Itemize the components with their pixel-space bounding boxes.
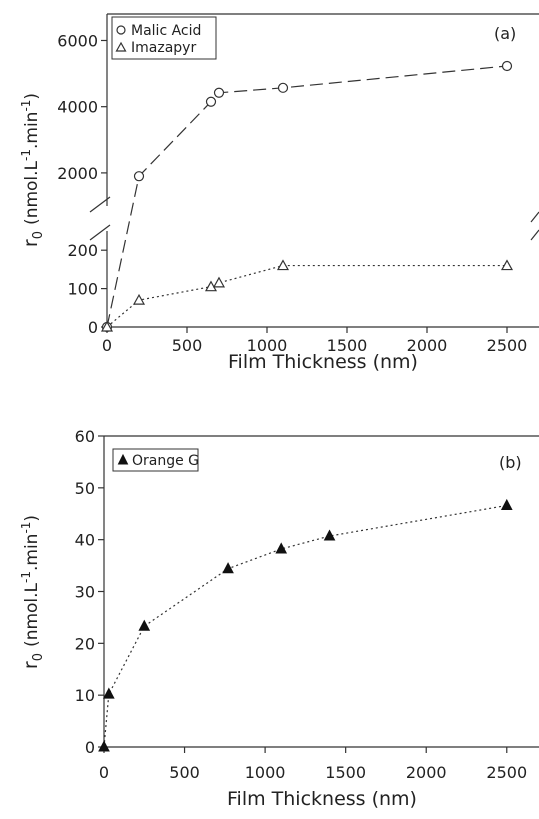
chart-b-y-tick-label-0: 0 (85, 738, 95, 757)
chart-a-point-1-3 (212, 276, 226, 288)
chart-a-x-tick-label-2: 1000 (247, 336, 288, 355)
chart-b-point-0-0 (98, 740, 110, 752)
chart-a-y-label-sub: 0 (31, 231, 46, 239)
chart-b-y-tick-label-6: 60 (75, 427, 95, 446)
chart-b-y-label-main: r (20, 661, 42, 669)
chart-a-y-ticks-lower: 0 100 200 (67, 241, 107, 337)
chart-b-point-0-6 (500, 498, 513, 510)
chart-a-y-tick-label-upper-0: 2000 (57, 164, 98, 183)
chart-b-legend-marker-orange-g (117, 453, 129, 465)
chart-a-x-axis-label: Film Thickness (nm) (228, 351, 418, 373)
chart-b-legend-box (112, 448, 199, 472)
chart-a-point-1-0 (100, 320, 114, 332)
chart-a-point-0-1 (133, 171, 145, 182)
chart-a-series (100, 60, 514, 333)
chart-b-y-ticks: 0 10 20 30 40 50 60 (75, 427, 104, 757)
chart-a-legend-label-imazapyr: Imazapyr (131, 40, 196, 56)
chart-a-y-axis-label: r0 (nmol.L-1.min-1) (19, 93, 46, 247)
chart-b-series-line-0 (103, 504, 507, 748)
chart-a-y-tick-label-upper-1: 4000 (57, 98, 98, 117)
chart-a-series-line-1 (106, 264, 507, 328)
chart-a-point-1-1 (132, 293, 146, 305)
chart-a-legend-label-malic: Malic Acid (131, 23, 201, 39)
chart-b-x-tick-label-0: 0 (99, 763, 109, 782)
chart-a-break-mark-left-2 (89, 224, 111, 241)
chart-a-y-tick-label-upper-2: 6000 (57, 31, 98, 50)
chart-b-point-0-2 (138, 619, 151, 631)
chart-b-point-0-4 (275, 542, 288, 554)
chart-b-y-label-unit: (nmol.L-1.min-1) (19, 515, 42, 647)
chart-b-y-tick-label-1: 10 (75, 686, 95, 705)
chart-a-y-ticks-upper: 2000 4000 6000 (57, 31, 107, 183)
chart-a-legend-marker-imazapyr (115, 41, 127, 52)
svg-text:r0 (nmol.L-1.min-1): r0 (nmol.L-1.min-1) (19, 515, 46, 669)
chart-a-point-0-5 (501, 60, 513, 72)
chart-a-point-0-2 (205, 96, 217, 107)
chart-a-y-tick-label-lower-1: 100 (67, 280, 98, 299)
chart-b-point-0-1 (103, 687, 115, 699)
chart-b-axes (103, 435, 539, 748)
chart-a-point-1-4 (276, 259, 290, 271)
chart-b-legend: Orange G (112, 448, 199, 472)
chart-a-point-1-5 (500, 259, 514, 271)
chart-a-point-0-3 (213, 87, 225, 98)
chart-a-x-tick-label-4: 2000 (407, 336, 448, 355)
chart-a-break-mark-right-2 (530, 229, 539, 241)
chart-a-y-label-main: r (20, 239, 42, 247)
chart-b-y-tick-label-5: 50 (75, 479, 95, 498)
chart-a-axes (89, 13, 539, 328)
chart-b-x-tick-label-2: 1000 (245, 763, 286, 782)
chart-b-series (98, 498, 513, 752)
chart-b-y-tick-label-4: 40 (75, 531, 95, 550)
chart-a-x-tick-label-3: 1500 (327, 336, 368, 355)
chart-a-point-0-4 (277, 82, 289, 93)
chart-b-point-0-3 (222, 562, 234, 574)
chart-a-legend: Malic Acid Imazapyr (111, 16, 217, 60)
chart-a-series-line-0 (106, 65, 508, 328)
chart-b-x-tick-label-4: 2000 (406, 763, 447, 782)
chart-a-legend-marker-malic (116, 25, 126, 35)
chart-b-y-tick-label-3: 30 (75, 583, 95, 602)
chart-b: 0 10 20 30 40 50 60 0 500 1000 1500 2000 2500 Orang… (19, 427, 539, 810)
svg-text:r0 (nmol.L-1.min-1): r0 (nmol.L-1.min-1) (19, 93, 46, 247)
chart-a: 2000 4000 6000 0 100 200 0 500 1000 1500 2000 250… (19, 13, 539, 373)
chart-a-point-1-2 (204, 280, 218, 292)
chart-b-y-tick-label-2: 20 (75, 634, 95, 653)
chart-b-y-axis-label: r0 (nmol.L-1.min-1) (19, 515, 46, 669)
chart-a-legend-box (111, 16, 217, 60)
chart-b-x-tick-label-1: 500 (169, 763, 200, 782)
chart-b-legend-label-orange-g: Orange G (132, 453, 199, 469)
chart-a-x-tick-label-1: 500 (172, 336, 203, 355)
chart-b-x-tick-label-5: 2500 (486, 763, 527, 782)
chart-b-y-label-sub: 0 (31, 653, 46, 661)
chart-a-break-mark-right-1 (530, 211, 539, 223)
chart-a-break-mark-left-1 (89, 196, 111, 213)
chart-a-panel-label: (a) (494, 24, 516, 43)
chart-a-x-tick-label-0: 0 (102, 336, 112, 355)
chart-a-x-tick-label-5: 2500 (487, 336, 528, 355)
chart-a-y-tick-label-lower-0: 0 (88, 318, 98, 337)
chart-b-x-axis-label: Film Thickness (nm) (227, 788, 417, 810)
chart-b-x-ticks: 0 500 1000 1500 2000 2500 (99, 747, 527, 782)
chart-a-y-tick-label-lower-2: 200 (67, 241, 98, 260)
chart-b-point-0-5 (323, 529, 336, 541)
chart-b-x-tick-label-3: 1500 (325, 763, 366, 782)
chart-a-y-label-unit: (nmol.L-1.min-1) (19, 93, 42, 225)
chart-b-panel-label: (b) (499, 453, 522, 472)
